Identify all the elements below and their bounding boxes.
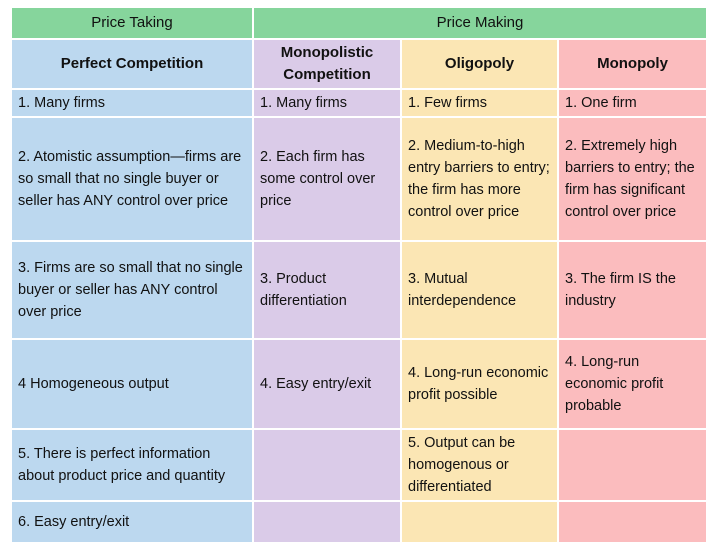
table-row: 3. Firms are so small that no single buy… (10, 240, 709, 340)
table-row: 6. Easy entry/exit (10, 500, 709, 544)
perfect-cell: 5. There is perfect information about pr… (10, 428, 254, 502)
monopoly-cell (556, 428, 709, 502)
oligopoly-cell: 2. Medium-to-high entry barriers to entr… (400, 116, 559, 242)
monopolistic-cell (252, 500, 402, 544)
price-making-header: Price Making (251, 6, 709, 40)
perfect-competition-header: Perfect Competition (10, 38, 254, 90)
monopolistic-cell (252, 428, 402, 502)
monopolistic-competition-header: Monopolistic Competition (252, 38, 402, 90)
monopolistic-cell: 4. Easy entry/exit (252, 338, 402, 430)
market-structures-table: Price Taking Price Making Perfect Compet… (10, 6, 709, 544)
header-row-pricing: Price Taking Price Making (10, 6, 709, 40)
oligopoly-cell: 5. Output can be homogenous or different… (400, 428, 559, 502)
table-row: 5. There is perfect information about pr… (10, 428, 709, 502)
table-row: 4 Homogeneous output 4. Easy entry/exit … (10, 338, 709, 430)
table-row: 2. Atomistic assumption—firms are so sma… (10, 116, 709, 242)
monopolistic-cell: 2. Each firm has some control over price (252, 116, 402, 242)
monopolistic-cell: 3. Product differentiation (252, 240, 402, 340)
oligopoly-cell: 4. Long-run economic profit possible (400, 338, 559, 430)
price-taking-header: Price Taking (10, 6, 254, 40)
table-row: 1. Many firms 1. Many firms 1. Few firms… (10, 88, 709, 118)
monopoly-cell (556, 500, 709, 544)
oligopoly-header: Oligopoly (400, 38, 559, 90)
header-row-structures: Perfect Competition Monopolistic Competi… (10, 38, 709, 90)
monopoly-cell: 2. Extremely high barriers to entry; the… (556, 116, 709, 242)
monopolistic-cell: 1. Many firms (252, 88, 402, 118)
monopoly-cell: 1. One firm (556, 88, 709, 118)
perfect-cell: 2. Atomistic assumption—firms are so sma… (10, 116, 254, 242)
oligopoly-cell: 1. Few firms (400, 88, 559, 118)
oligopoly-cell (400, 500, 559, 544)
perfect-cell: 4 Homogeneous output (10, 338, 254, 430)
perfect-cell: 6. Easy entry/exit (10, 500, 254, 544)
monopoly-header: Monopoly (556, 38, 709, 90)
monopoly-cell: 4. Long-run economic profit probable (556, 338, 709, 430)
perfect-cell: 1. Many firms (10, 88, 254, 118)
oligopoly-cell: 3. Mutual interdependence (400, 240, 559, 340)
monopoly-cell: 3. The firm IS the industry (556, 240, 709, 340)
perfect-cell: 3. Firms are so small that no single buy… (10, 240, 254, 340)
